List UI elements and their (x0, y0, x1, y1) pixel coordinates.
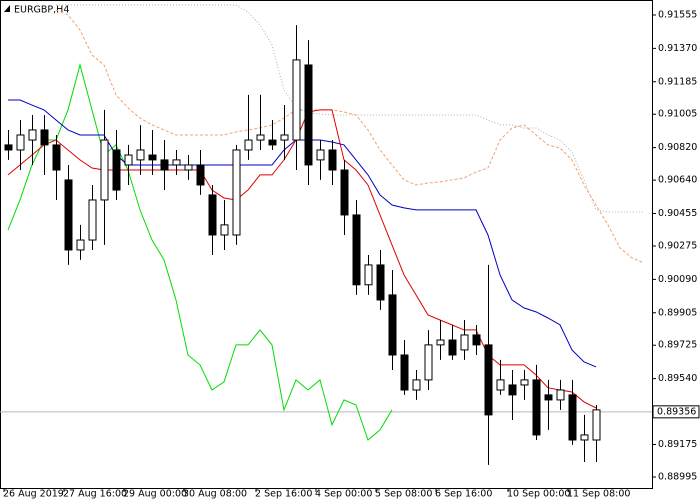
candle-body (268, 139, 277, 146)
candle-body (220, 224, 229, 236)
y-tick-label: 0.89725 (658, 340, 697, 351)
chart-title: EURGBP,H4 (14, 5, 69, 16)
x-tick-label: 27 Aug 16:00 (63, 489, 127, 500)
candle-body (340, 169, 349, 216)
candle-body (580, 434, 589, 441)
candle-body (496, 379, 505, 391)
y-tick-label: 0.91185 (658, 76, 697, 87)
x-tick-label: 2 Sep 16:00 (255, 489, 312, 500)
y-tick-label: 0.88995 (658, 471, 697, 482)
y-tick-label: 0.89540 (658, 373, 697, 384)
candle-body (196, 164, 205, 186)
y-tick-label: 0.90275 (658, 240, 697, 251)
candle-body (520, 379, 529, 386)
last-price-box (652, 405, 700, 419)
candle-body (460, 334, 469, 351)
candle-body (88, 199, 97, 241)
candle-body (412, 379, 421, 391)
x-tick-label: 10 Sep 00:00 (507, 489, 570, 500)
candle-body (436, 339, 445, 346)
candle-body (448, 339, 457, 356)
x-tick-label: 4 Sep 00:00 (315, 489, 372, 500)
candle-body (544, 394, 553, 401)
plot-frame (0, 0, 653, 489)
indicator-line (55, 9, 645, 264)
candle-body (304, 64, 313, 166)
candle-body (124, 154, 133, 166)
candle-body (592, 409, 601, 441)
candle-body (100, 139, 109, 201)
candle-body (532, 379, 541, 436)
y-tick-label: 0.89175 (658, 439, 697, 450)
y-tick-label: 0.89905 (658, 307, 697, 318)
last-price-label: 0.89356 (657, 406, 696, 417)
candle-body (352, 214, 361, 286)
y-tick-label: 0.90820 (658, 142, 697, 153)
x-tick-label: 29 Aug 00:00 (123, 489, 187, 500)
x-tick-label: 6 Sep 16:00 (435, 489, 492, 500)
candle-body (148, 154, 157, 161)
indicator-line (7, 63, 393, 441)
candle-body (484, 344, 493, 416)
y-tick-label: 0.91370 (658, 43, 697, 54)
candle-body (556, 389, 565, 401)
candle-body (256, 134, 265, 141)
candle-body (472, 334, 481, 346)
candle-body (568, 394, 577, 441)
x-tick-label: 26 Aug 2019 (3, 489, 64, 500)
candle-body (40, 129, 49, 146)
candle-body (400, 354, 409, 391)
candle-body (52, 144, 61, 171)
candle-body (208, 194, 217, 236)
candle-body (28, 129, 37, 141)
candle-body (16, 134, 25, 151)
candle-body (292, 59, 301, 141)
candle-body (328, 149, 337, 171)
candle-body (160, 159, 169, 171)
candle-body (388, 294, 397, 356)
candle-body (136, 149, 145, 161)
candle-body (280, 134, 289, 141)
y-tick-label: 0.90455 (658, 208, 697, 219)
y-tick-label: 0.90090 (658, 274, 697, 285)
candle-body (244, 139, 253, 151)
indicator-line (8, 99, 597, 368)
candle-body (376, 264, 385, 301)
y-tick-label: 0.91005 (658, 109, 697, 120)
candle-body (232, 149, 241, 236)
candle-body (64, 179, 73, 251)
candle-body (508, 384, 517, 396)
y-tick-label: 0.91555 (658, 9, 697, 20)
candle-body (424, 344, 433, 381)
indicator-line (56, 4, 644, 213)
y-tick-label: 0.90640 (658, 175, 697, 186)
x-tick-label: 11 Sep 08:00 (567, 489, 630, 500)
candle-body (76, 239, 85, 251)
candle-body (184, 164, 193, 171)
candle-body (4, 144, 13, 151)
x-tick-label: 5 Sep 08:00 (375, 489, 432, 500)
candle-body (112, 149, 121, 191)
candle-body (364, 264, 373, 286)
candle-body (316, 149, 325, 161)
symbol-icon (4, 5, 10, 12)
candle-body (172, 159, 181, 166)
x-tick-label: 30 Aug 08:00 (183, 489, 247, 500)
